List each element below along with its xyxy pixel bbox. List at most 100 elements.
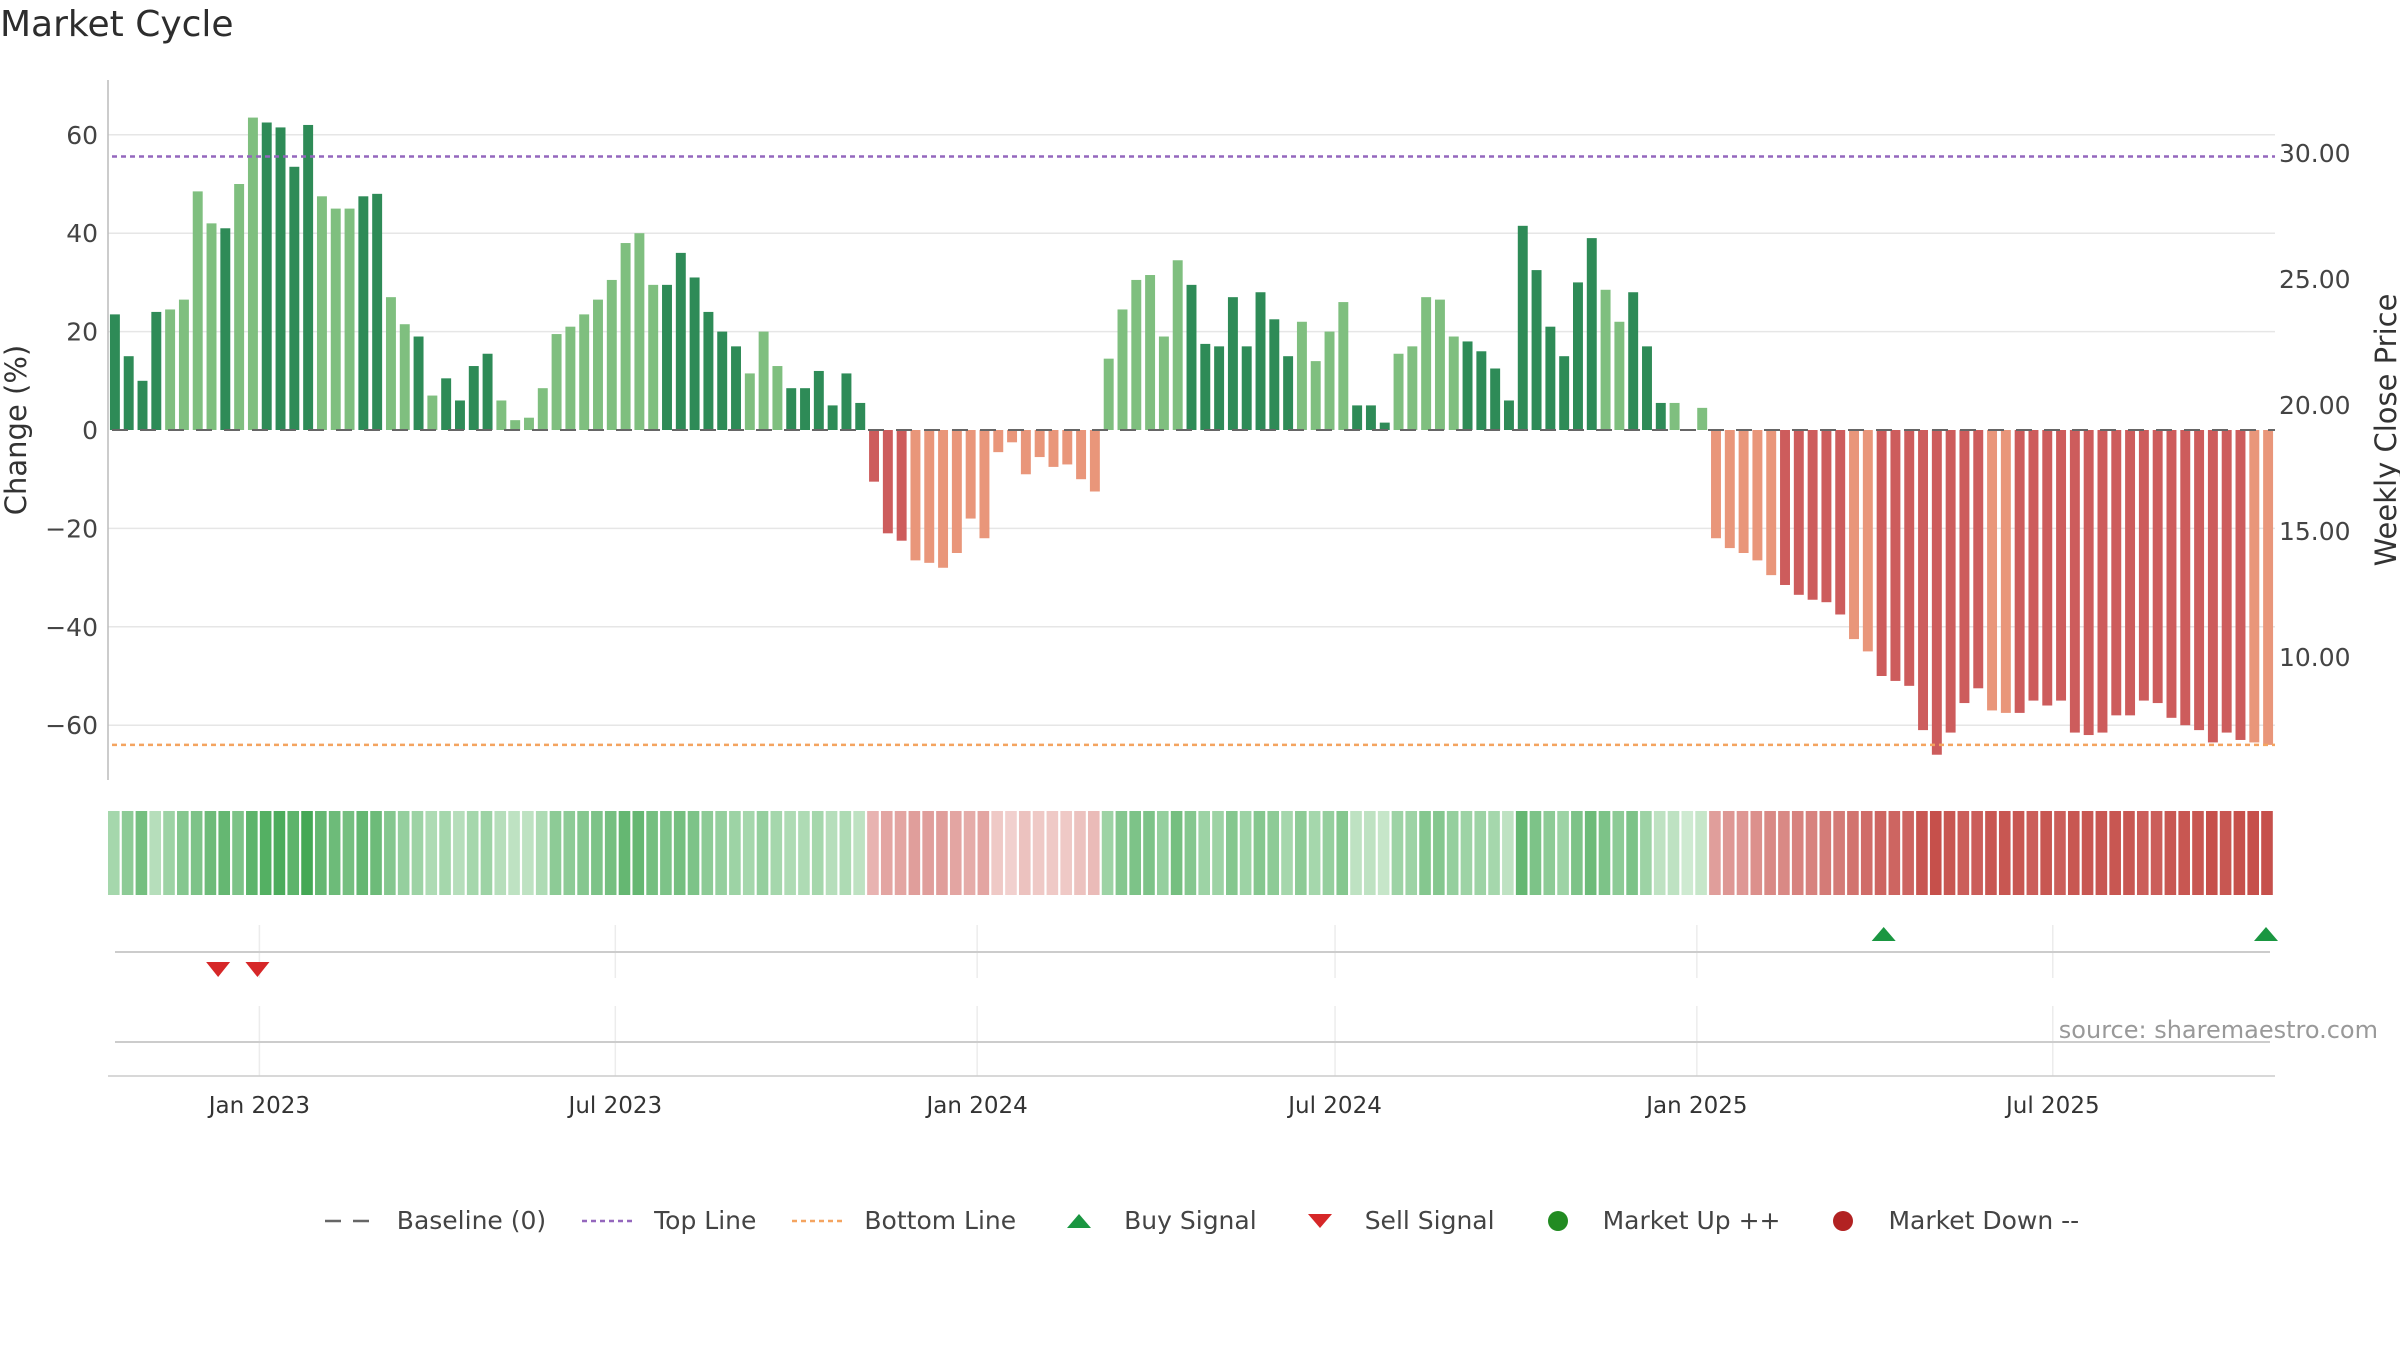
heat-cell bbox=[259, 811, 272, 895]
x-tick-label: Jan 2025 bbox=[1644, 1093, 1747, 1119]
change-bar bbox=[2056, 430, 2067, 701]
change-bar bbox=[1697, 407, 1708, 430]
change-bar bbox=[1020, 430, 1031, 475]
change-bar bbox=[441, 378, 452, 430]
change-bar bbox=[593, 299, 603, 430]
change-bar bbox=[2014, 430, 2025, 713]
change-bar bbox=[1503, 400, 1514, 430]
heat-cell bbox=[163, 811, 175, 895]
market-cycle-chart: 60 40 20 0 −20 −40 −60 30.00 25.00 20.00 15.00 10.… bbox=[0, 80, 2400, 1119]
change-bar bbox=[1007, 430, 1018, 443]
change-bar bbox=[1890, 430, 1901, 681]
change-bar bbox=[1310, 361, 1321, 430]
x-axis-ticks: Jan 2023 Jul 2023 Jan 2024 Jul 2024 Jan 2025… bbox=[207, 1093, 2100, 1119]
heat-cell bbox=[2247, 811, 2259, 895]
change-bar bbox=[1283, 356, 1294, 430]
heat-cell bbox=[273, 811, 286, 895]
heat-cell bbox=[1226, 811, 1238, 895]
heat-cell bbox=[1032, 811, 1045, 895]
change-bar bbox=[496, 400, 507, 430]
heat-cell bbox=[1819, 811, 1832, 895]
heat-cell bbox=[563, 811, 576, 895]
change-bar bbox=[1807, 430, 1818, 600]
heat-cell bbox=[480, 811, 493, 895]
heat-cell bbox=[1419, 811, 1431, 895]
heat-cell bbox=[2136, 811, 2149, 895]
heat-cell bbox=[2205, 811, 2218, 895]
heat-cell bbox=[149, 811, 162, 895]
change-bar bbox=[1559, 356, 1570, 430]
change-bar bbox=[137, 380, 148, 430]
chart-title: Market Cycle bbox=[0, 4, 234, 45]
change-bar bbox=[372, 193, 383, 430]
heat-cell bbox=[1005, 811, 1017, 895]
change-bar bbox=[358, 196, 369, 430]
heat-cell bbox=[1571, 811, 1583, 895]
heat-cell bbox=[2067, 811, 2080, 895]
change-bar bbox=[234, 184, 245, 430]
heat-cell bbox=[1405, 811, 1418, 895]
change-bar bbox=[247, 117, 258, 430]
heat-cell bbox=[439, 811, 451, 895]
heat-cell bbox=[1653, 811, 1666, 895]
change-bar bbox=[1586, 238, 1597, 430]
heat-cell bbox=[1433, 811, 1445, 895]
legend-label: Baseline (0) bbox=[396, 1206, 547, 1235]
change-bar bbox=[524, 417, 534, 430]
heat-cell bbox=[315, 811, 327, 895]
heat-cell bbox=[204, 811, 217, 895]
change-bar bbox=[1545, 326, 1556, 430]
heat-cell bbox=[2109, 811, 2121, 895]
change-bar bbox=[924, 430, 935, 563]
y2-tick-label: 15.00 bbox=[2279, 517, 2351, 546]
heat-cell bbox=[1060, 811, 1072, 895]
y2-axis-label: Weekly Close Price bbox=[2369, 294, 2400, 567]
change-bar bbox=[731, 346, 741, 430]
heat-cell bbox=[1902, 811, 1914, 895]
source-note: source: sharemaestro.com bbox=[2058, 1016, 2378, 1044]
change-bar bbox=[2083, 430, 2094, 736]
change-bar bbox=[1089, 430, 1100, 492]
heat-cell bbox=[701, 811, 714, 895]
change-bar bbox=[1200, 343, 1211, 430]
change-bar bbox=[1711, 430, 1721, 539]
change-bar bbox=[206, 223, 217, 430]
change-bar bbox=[579, 314, 590, 430]
x-tick-label: Jan 2024 bbox=[925, 1093, 1028, 1119]
legend-item-buy: Buy Signal bbox=[1048, 1206, 1257, 1235]
change-bar bbox=[703, 311, 714, 430]
heat-cell bbox=[1529, 811, 1542, 895]
heat-cell bbox=[853, 811, 865, 895]
heat-cell bbox=[2192, 811, 2204, 895]
heat-cell bbox=[1584, 811, 1597, 895]
change-bar bbox=[2152, 430, 2163, 704]
heat-cell bbox=[618, 811, 631, 895]
change-bar bbox=[979, 430, 990, 539]
change-bar bbox=[316, 196, 327, 430]
heat-cell bbox=[1018, 811, 1031, 895]
heat-cell bbox=[1888, 811, 1901, 895]
change-bar bbox=[1117, 309, 1128, 430]
change-bar bbox=[2028, 430, 2039, 701]
change-bar bbox=[2235, 430, 2246, 740]
triangle-up-icon bbox=[1048, 1209, 1110, 1233]
heat-cell bbox=[1184, 811, 1197, 895]
change-bar bbox=[1669, 402, 1680, 430]
heat-cell bbox=[1971, 811, 1983, 895]
heat-cell bbox=[1474, 811, 1487, 895]
heat-cell bbox=[177, 811, 189, 895]
change-bar bbox=[993, 430, 1004, 453]
heat-cell bbox=[949, 811, 962, 895]
change-bar bbox=[2180, 430, 2191, 726]
legend-label: Market Down -- bbox=[1888, 1206, 2080, 1235]
change-bar bbox=[1876, 430, 1887, 676]
change-bar bbox=[1945, 430, 1956, 733]
legend-item-mdown: Market Down -- bbox=[1812, 1206, 2079, 1235]
heat-cell bbox=[1087, 811, 1100, 895]
change-bar bbox=[1642, 346, 1652, 430]
heat-cell bbox=[908, 811, 921, 895]
heat-cell bbox=[1212, 811, 1224, 895]
change-bar bbox=[606, 279, 617, 430]
change-bar bbox=[1448, 336, 1459, 430]
heat-cell bbox=[135, 811, 148, 895]
